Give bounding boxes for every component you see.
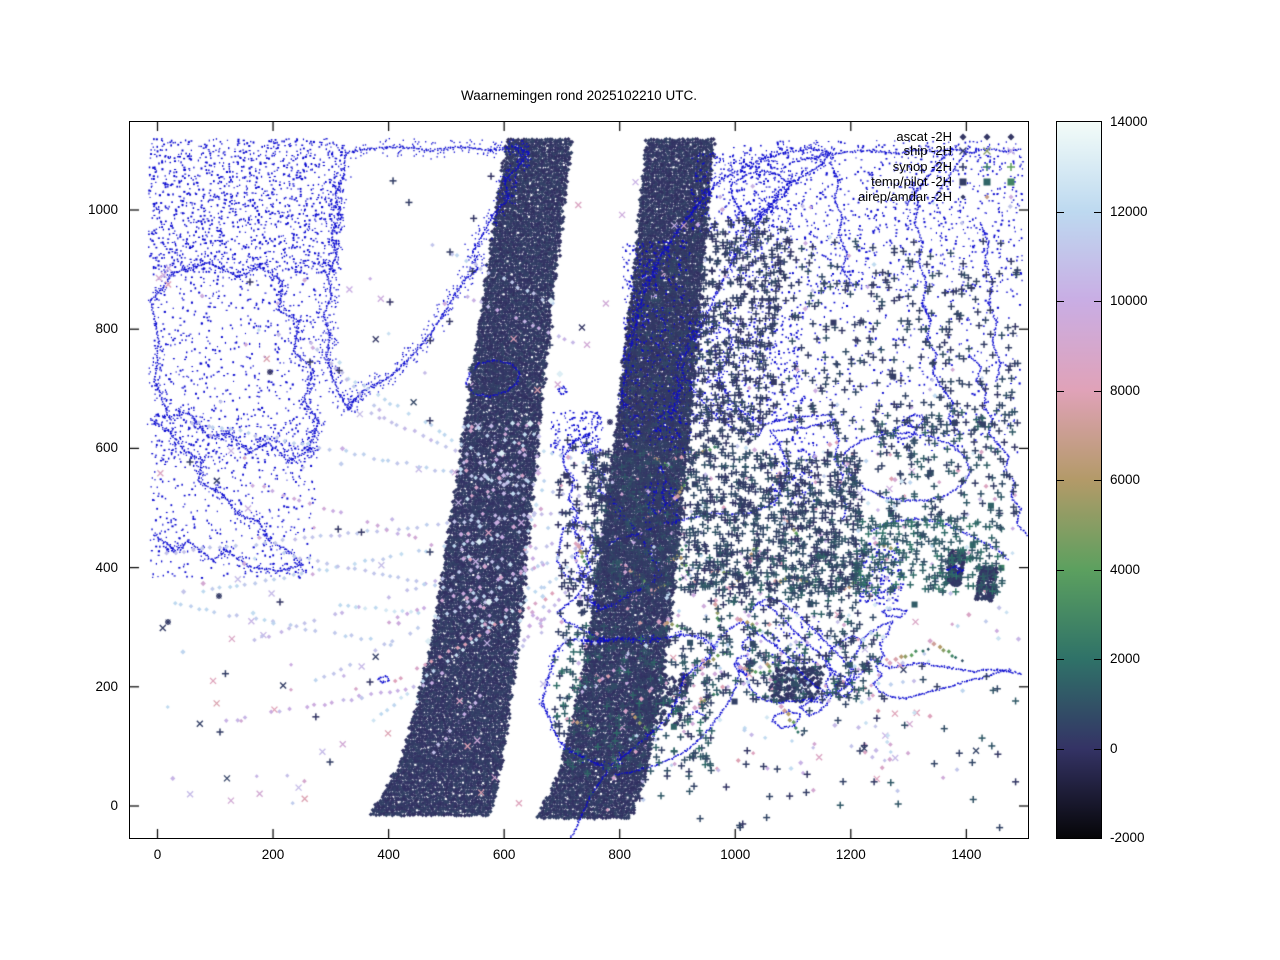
legend-entry-label: ascat -2H — [896, 129, 952, 144]
colorbar-tick-mark — [1057, 659, 1064, 660]
colorbar-tick-mark — [1094, 659, 1101, 660]
x-tick-label: 200 — [261, 847, 285, 862]
x-tick-label: 600 — [492, 847, 516, 862]
x-tick-label: 1000 — [720, 847, 751, 862]
x-tick-label: 1200 — [835, 847, 866, 862]
colorbar-tick-label: 2000 — [1110, 651, 1141, 666]
x-tick-label: 0 — [153, 847, 162, 862]
colorbar-tick-mark — [1057, 390, 1064, 392]
y-tick-label: 1000 — [87, 202, 118, 217]
y-tick-label: 800 — [95, 321, 118, 337]
colorbar-tick-mark — [1094, 301, 1101, 302]
colorbar-tick-label: 8000 — [1110, 382, 1141, 398]
y-tick-label: 0 — [110, 798, 118, 813]
colorbar-tick-mark — [1094, 569, 1101, 571]
colorbar-tick-label: 14000 — [1110, 114, 1148, 129]
chart-title: Waarnemingen rond 2025102210 UTC. — [461, 88, 697, 103]
colorbar-tick-mark — [1094, 748, 1101, 750]
legend-entry-label: synop -2H — [892, 159, 952, 174]
colorbar-tick-mark — [1057, 748, 1064, 750]
map-scatter-canvas — [130, 122, 1028, 838]
colorbar-tick-label: 6000 — [1110, 472, 1141, 487]
x-tick-label: 1400 — [951, 847, 982, 862]
colorbar-tick-label: 12000 — [1110, 203, 1148, 219]
plot-area — [129, 121, 1029, 839]
colorbar-tick-label: 4000 — [1110, 561, 1141, 577]
colorbar-tick-label: 10000 — [1110, 293, 1148, 308]
y-tick-label: 400 — [95, 559, 118, 575]
x-tick-label: 400 — [377, 847, 400, 862]
x-tick-label: 800 — [608, 847, 631, 862]
colorbar-tick-label: 0 — [1110, 740, 1118, 756]
y-tick-label: 200 — [95, 678, 118, 694]
colorbar — [1056, 121, 1102, 839]
colorbar-tick-mark — [1057, 211, 1064, 213]
legend-entry-label: airep/amdar -2H — [858, 189, 952, 204]
colorbar-tick-label: -2000 — [1110, 830, 1145, 845]
y-tick-label: 600 — [95, 440, 118, 456]
legend-entry-label: temp/pilot -2H — [871, 174, 952, 189]
colorbar-tick-mark — [1057, 301, 1064, 302]
colorbar-tick-mark — [1057, 480, 1064, 481]
legend-entry-label: ship -2H — [903, 143, 952, 158]
colorbar-tick-mark — [1094, 390, 1101, 392]
colorbar-tick-mark — [1057, 569, 1064, 571]
colorbar-tick-mark — [1094, 480, 1101, 481]
colorbar-tick-mark — [1094, 211, 1101, 213]
